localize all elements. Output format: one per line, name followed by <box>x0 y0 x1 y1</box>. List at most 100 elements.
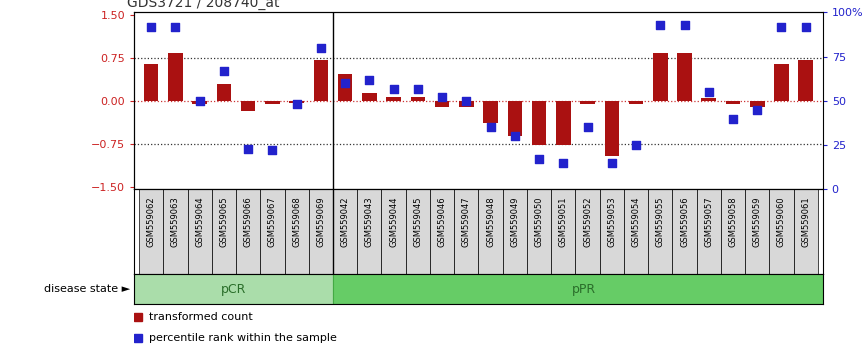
Text: pPR: pPR <box>572 283 596 296</box>
FancyBboxPatch shape <box>648 189 672 274</box>
Point <box>339 80 352 86</box>
Text: GSM559059: GSM559059 <box>753 196 762 247</box>
Text: GSM559069: GSM559069 <box>316 196 326 247</box>
Bar <box>653 53 668 101</box>
Text: GSM559068: GSM559068 <box>292 196 301 247</box>
Text: disease state ►: disease state ► <box>44 284 130 295</box>
Text: GSM559063: GSM559063 <box>171 196 180 247</box>
Text: GSM559056: GSM559056 <box>680 196 689 247</box>
Text: GSM559050: GSM559050 <box>534 196 544 247</box>
Text: GSM559065: GSM559065 <box>219 196 229 247</box>
Bar <box>507 101 522 136</box>
Text: GSM559044: GSM559044 <box>389 196 398 247</box>
Point <box>483 125 497 130</box>
FancyBboxPatch shape <box>188 189 212 274</box>
Bar <box>750 101 765 107</box>
Text: GSM559045: GSM559045 <box>413 196 423 247</box>
FancyBboxPatch shape <box>358 189 382 274</box>
Text: GSM559042: GSM559042 <box>340 196 350 247</box>
Bar <box>168 53 183 101</box>
Bar <box>726 101 740 104</box>
Bar <box>701 98 716 101</box>
Point <box>726 116 740 121</box>
Text: GSM559064: GSM559064 <box>195 196 204 247</box>
Text: GSM559055: GSM559055 <box>656 196 665 247</box>
FancyBboxPatch shape <box>382 189 406 274</box>
Point <box>580 125 594 130</box>
FancyBboxPatch shape <box>212 189 236 274</box>
FancyBboxPatch shape <box>139 189 164 274</box>
FancyBboxPatch shape <box>624 189 648 274</box>
Point <box>798 24 812 29</box>
FancyBboxPatch shape <box>721 189 745 274</box>
Point <box>750 107 764 113</box>
Point <box>193 98 207 104</box>
FancyBboxPatch shape <box>527 189 551 274</box>
Point <box>363 77 377 82</box>
Point <box>436 95 449 100</box>
Point <box>387 86 401 91</box>
Bar <box>216 84 231 101</box>
Bar <box>265 101 280 104</box>
Bar <box>483 101 498 122</box>
Bar <box>435 101 449 107</box>
Point <box>532 156 546 162</box>
Text: GSM559048: GSM559048 <box>486 196 495 247</box>
Text: GSM559066: GSM559066 <box>243 196 253 247</box>
FancyBboxPatch shape <box>333 274 823 304</box>
Point <box>629 142 643 148</box>
Point <box>145 24 158 29</box>
Bar <box>313 60 328 101</box>
Point <box>411 86 425 91</box>
Point <box>266 148 280 153</box>
FancyBboxPatch shape <box>455 189 478 274</box>
FancyBboxPatch shape <box>406 189 430 274</box>
Point <box>290 102 304 107</box>
FancyBboxPatch shape <box>502 189 527 274</box>
Text: GSM559051: GSM559051 <box>559 196 568 247</box>
Bar <box>629 101 643 104</box>
FancyBboxPatch shape <box>164 189 188 274</box>
Bar <box>241 101 255 110</box>
Bar <box>386 97 401 101</box>
Text: GSM559049: GSM559049 <box>510 196 520 247</box>
Text: GSM559052: GSM559052 <box>583 196 592 247</box>
FancyBboxPatch shape <box>769 189 793 274</box>
Point <box>556 160 570 166</box>
FancyBboxPatch shape <box>672 189 696 274</box>
Text: GSM559057: GSM559057 <box>704 196 714 247</box>
Bar <box>338 74 352 101</box>
Text: GSM559062: GSM559062 <box>146 196 156 247</box>
Bar <box>677 53 692 101</box>
Bar <box>774 64 789 101</box>
Text: GSM559061: GSM559061 <box>801 196 811 247</box>
FancyBboxPatch shape <box>575 189 599 274</box>
Point <box>169 24 183 29</box>
Point <box>677 22 691 28</box>
FancyBboxPatch shape <box>599 189 624 274</box>
Text: GSM559060: GSM559060 <box>777 196 786 247</box>
Point <box>701 89 715 95</box>
Text: GSM559058: GSM559058 <box>728 196 738 247</box>
Text: transformed count: transformed count <box>149 312 253 322</box>
FancyBboxPatch shape <box>745 189 769 274</box>
Text: GDS3721 / 208740_at: GDS3721 / 208740_at <box>127 0 280 10</box>
Bar <box>410 97 425 101</box>
Bar <box>144 64 158 101</box>
Bar <box>459 101 474 107</box>
FancyBboxPatch shape <box>478 189 502 274</box>
FancyBboxPatch shape <box>430 189 455 274</box>
Bar <box>362 93 377 101</box>
Text: percentile rank within the sample: percentile rank within the sample <box>149 332 337 343</box>
Point <box>242 146 255 152</box>
Point <box>217 68 231 74</box>
Text: GSM559053: GSM559053 <box>607 196 617 247</box>
FancyBboxPatch shape <box>236 189 261 274</box>
FancyBboxPatch shape <box>261 189 285 274</box>
FancyBboxPatch shape <box>134 274 333 304</box>
Bar <box>192 101 207 104</box>
Bar <box>532 101 546 145</box>
FancyBboxPatch shape <box>309 189 333 274</box>
FancyBboxPatch shape <box>551 189 575 274</box>
Point <box>460 98 474 104</box>
